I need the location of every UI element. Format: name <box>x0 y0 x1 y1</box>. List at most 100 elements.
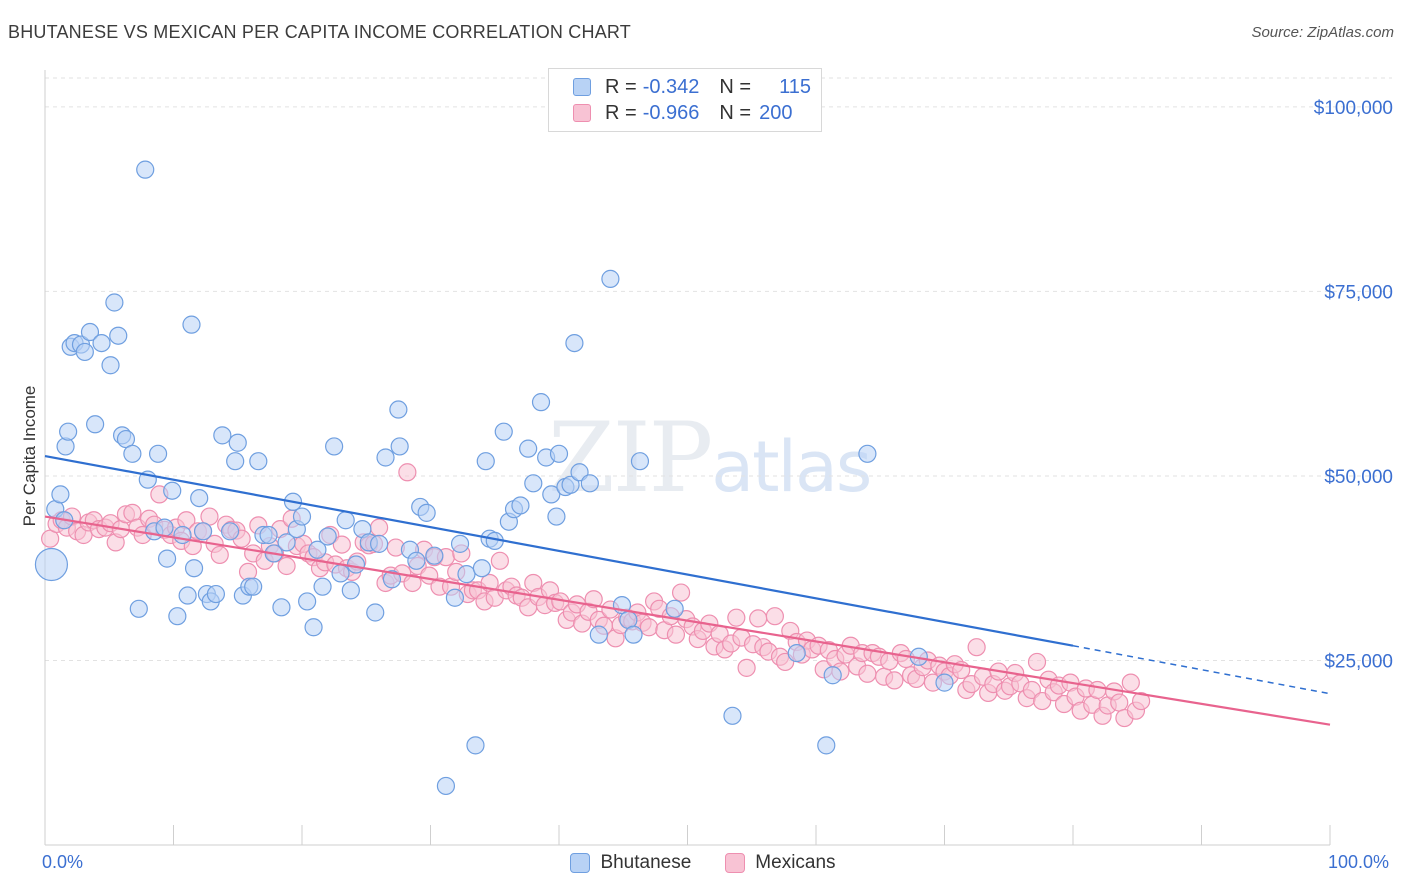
bhutanese-point <box>524 474 543 493</box>
bhutanese-point <box>823 666 842 685</box>
bhutanese-point <box>34 547 69 582</box>
y-tick-label: $25,000 <box>1324 651 1393 672</box>
legend-n-key: N = <box>719 101 752 124</box>
bhutanese-point <box>148 444 168 463</box>
bhutanese-point <box>318 527 337 546</box>
bhutanese-point <box>366 603 385 622</box>
y-tick-label: $50,000 <box>1324 467 1393 488</box>
mexicans-point <box>490 551 509 570</box>
legend-swatch-blue <box>573 78 591 96</box>
bhutanese-point <box>511 496 530 515</box>
legend-r-key: R = <box>605 75 637 98</box>
bhutanese-point <box>56 437 75 456</box>
bhutanese-point <box>570 463 589 482</box>
bhutanese-point <box>101 356 120 375</box>
bhutanese-point <box>547 507 566 526</box>
legend-swatch-pink <box>573 104 591 122</box>
bhutanese-point <box>213 426 232 445</box>
bhutanese-point <box>292 507 312 526</box>
bhutanese-point <box>665 599 684 618</box>
mexicans-point <box>403 573 422 593</box>
bhutanese-point <box>92 333 111 353</box>
mexicans-point <box>666 625 686 644</box>
bhutanese-point <box>336 511 355 530</box>
legend-label-bhutanese: Bhutanese <box>600 852 692 873</box>
bhutanese-point <box>244 577 263 596</box>
bhutanese-point <box>193 522 213 541</box>
bhutanese-point <box>163 481 182 500</box>
bhutanese-point <box>226 452 245 471</box>
mexicans-point <box>967 638 986 657</box>
bhutanese-point <box>935 673 954 692</box>
y-tick-label: $75,000 <box>1324 282 1393 303</box>
bhutanese-point <box>136 160 155 179</box>
bhutanese-point <box>206 584 226 604</box>
bhutanese-point <box>331 564 350 583</box>
bhutanese-point <box>389 400 408 419</box>
chart-title: BHUTANESE VS MEXICAN PER CAPITA INCOME C… <box>8 22 631 42</box>
legend-swatch-mexicans <box>725 853 746 873</box>
bhutanese-trend-line <box>44 454 1074 647</box>
bhutanese-point <box>466 736 485 755</box>
bhutanese-point <box>86 415 105 434</box>
mexicans-point <box>749 609 768 628</box>
bhutanese-point <box>59 422 78 441</box>
bhutanese-point <box>494 422 513 441</box>
x-tick-min: 0.0% <box>42 852 84 872</box>
mexicans-point <box>370 518 389 537</box>
bhutanese-point <box>228 433 247 452</box>
legend-r-value: -0.966 <box>642 101 700 124</box>
mexicans-point <box>584 590 603 609</box>
bhutanese-point <box>325 437 344 456</box>
bhutanese-point <box>787 643 806 663</box>
bhutanese-point <box>298 592 317 611</box>
bhutanese-point <box>155 518 174 537</box>
bhutanese-point <box>376 448 395 467</box>
mexicans-trend-line <box>44 515 1331 726</box>
bhutanese-point <box>341 581 360 600</box>
legend-n-value: 200 <box>759 101 793 124</box>
watermark-zip: ZIP <box>548 402 713 514</box>
bhutanese-point <box>519 439 538 458</box>
legend-item-mexicans[interactable]: Mexicans <box>725 852 836 874</box>
series-legend: Bhutanese Mexicans <box>0 852 1406 874</box>
mexicans-point <box>671 583 691 602</box>
bhutanese-point <box>601 269 620 288</box>
legend-n-key: N = <box>719 75 752 98</box>
y-tick-labels: $100,000 $75,000 $50,000 $25,000 <box>1314 98 1393 673</box>
legend-item-bhutanese[interactable]: Bhutanese <box>570 852 691 874</box>
mexicans-point <box>1022 680 1041 700</box>
bhutanese-point <box>277 533 296 552</box>
bhutanese-point <box>382 570 402 589</box>
bhutanese-point <box>308 540 327 559</box>
mexicans-point <box>1088 680 1107 700</box>
legend-row-bhutanese: R = -0.342 N = 115 <box>573 75 811 99</box>
mexicans-point <box>1132 691 1151 711</box>
watermark: ZIPatlas <box>548 402 872 514</box>
bhutanese-point <box>123 444 142 463</box>
bhutanese-point <box>425 546 444 565</box>
bhutanese-point <box>624 625 643 644</box>
bhutanese-point <box>476 452 495 471</box>
bhutanese-point <box>51 485 70 504</box>
bhutanese-point <box>457 565 476 584</box>
bhutanese-point <box>75 342 94 362</box>
mexicans-point <box>332 535 351 554</box>
mexicans-point <box>1110 693 1129 712</box>
legend-n-value: 115 <box>779 75 811 98</box>
bhutanese-point <box>542 485 561 504</box>
bhutanese-point <box>445 588 465 607</box>
bhutanese-point <box>105 293 124 312</box>
legend-label-mexicans: Mexicans <box>755 852 836 873</box>
bhutanese-point <box>182 315 201 334</box>
bhutanese-point <box>168 607 187 626</box>
bhutanese-point <box>129 599 148 618</box>
legend-r-value: -0.342 <box>642 75 700 98</box>
bhutanese-point <box>630 452 650 471</box>
bhutanese-point <box>390 437 409 456</box>
source-credit: Source: ZipAtlas.com <box>1251 24 1394 41</box>
bhutanese-point <box>723 706 742 725</box>
bhutanese-point <box>313 577 332 596</box>
bhutanese-point <box>109 326 128 345</box>
